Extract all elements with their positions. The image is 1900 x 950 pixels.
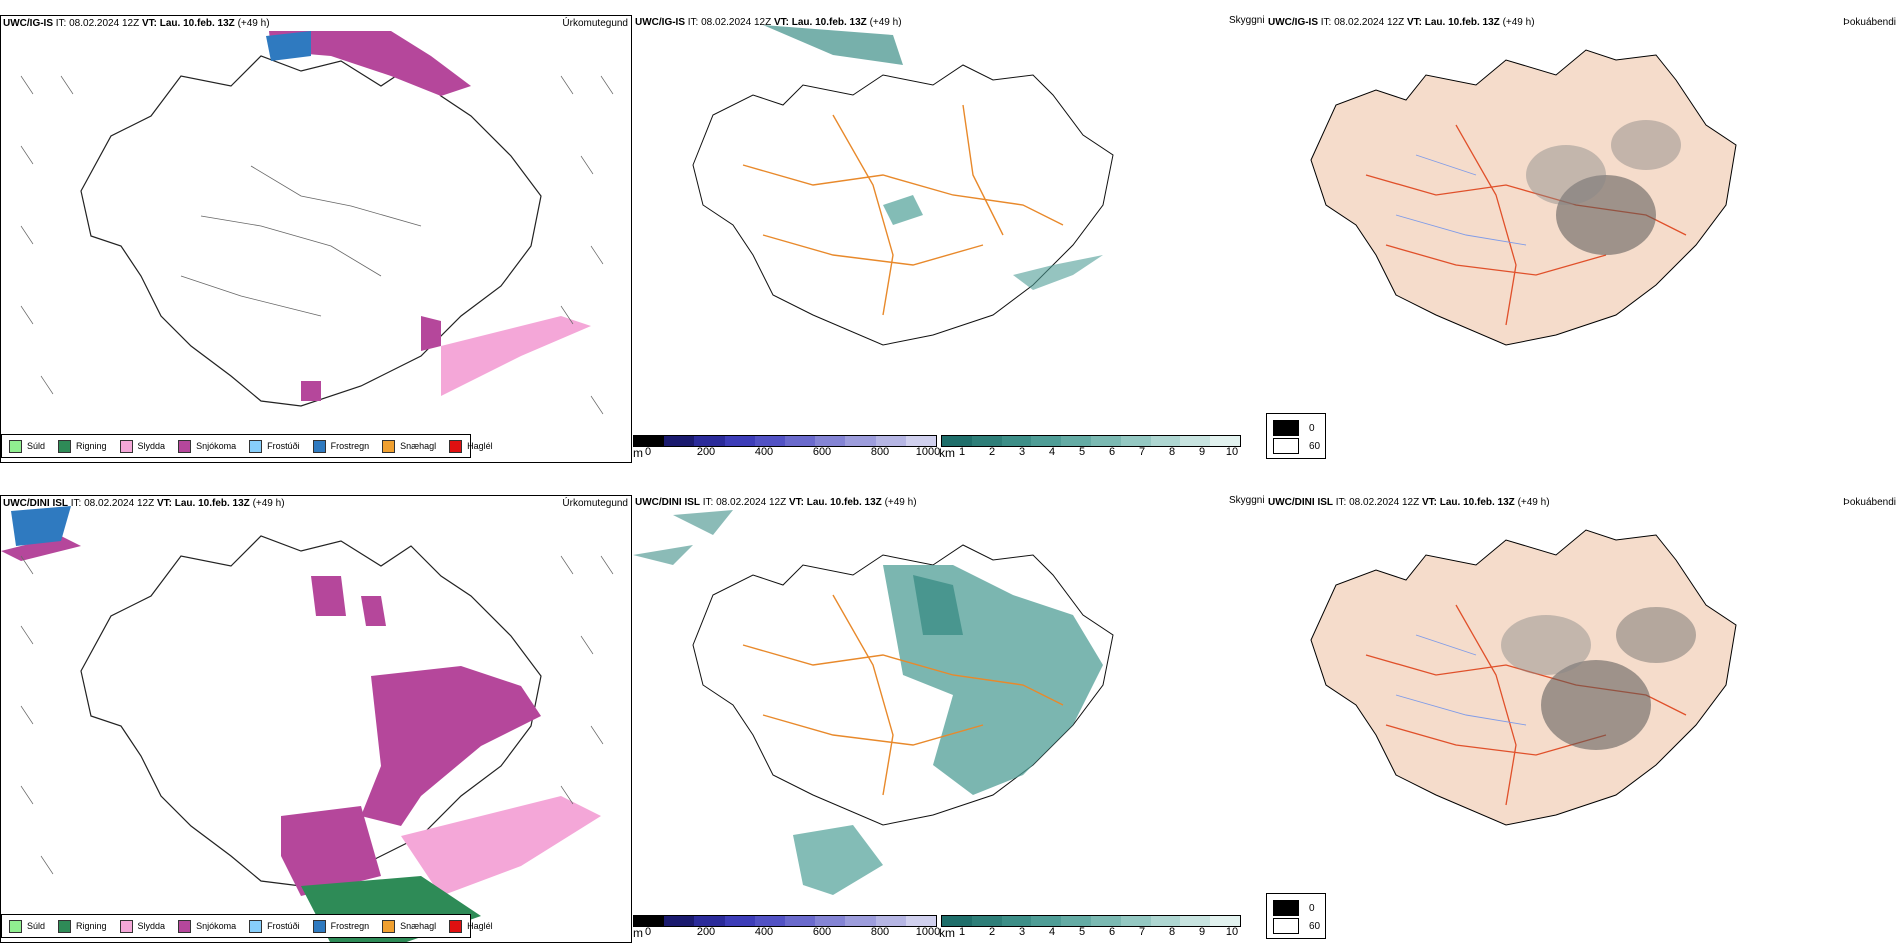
visibility-panel-top: UWC/IG-IS IT: 08.02.2024 12Z VT: Lau. 10… [633,15,1265,463]
legend-item: Snæhagl [382,439,436,453]
legend-item: Rigning [58,439,107,453]
m-unit-top: m [633,446,643,460]
legend-swatch [249,439,263,453]
precip-type-label-top: Úrkomutegund [562,18,628,29]
legend-item: Slydda [119,919,165,933]
visibility-label-bottom: Skyggni [1229,495,1265,506]
fog-legend-row: 60 [1273,438,1320,454]
km-ticks-top: 1 2 3 4 5 6 7 8 9 10 [958,446,1239,458]
title-visibility-bottom: UWC/DINI ISL IT: 08.02.2024 12Z VT: Lau.… [635,497,917,508]
fog-map-top [1310,49,1737,346]
legend-swatch [449,919,463,933]
legend-swatch [58,439,72,453]
legend-item: Frostregn [312,919,369,933]
m-ticks-top: 0 200 400 600 800 1000 [644,446,941,458]
wind-barbs-bottom [20,555,614,875]
legend-swatch [178,919,192,933]
visibility-colorbar-m-top [633,435,937,447]
fog-panel-bottom: UWC/DINI ISL IT: 08.02.2024 12Z VT: Lau.… [1266,495,1900,943]
legend-item: Snjókoma [178,919,236,933]
visibility-map-bottom [633,510,1114,895]
legend-item: Snæhagl [382,919,436,933]
title-precip-top: UWC/IG-IS IT: 08.02.2024 12Z VT: Lau. 10… [3,18,270,29]
fog-label-top: Þokuábendi [1843,17,1896,28]
legend-item: Frostúði [249,919,300,933]
legend-swatch [119,919,133,933]
fog-legend-row: 0 [1273,420,1315,436]
legend-item: Súld [9,439,45,453]
visibility-colorbar-m-bottom [633,915,937,927]
legend-swatch [449,439,463,453]
precip-panel-top: UWC/IG-IS IT: 08.02.2024 12Z VT: Lau. 10… [0,15,632,463]
title-visibility-top: UWC/IG-IS IT: 08.02.2024 12Z VT: Lau. 10… [635,17,902,28]
precip-panel-bottom: UWC/DINI ISL IT: 08.02.2024 12Z VT: Lau.… [0,495,632,943]
legend-item: Frostúði [249,439,300,453]
km-ticks-bottom: 1 2 3 4 5 6 7 8 9 10 [958,926,1239,938]
visibility-panel-bottom: UWC/DINI ISL IT: 08.02.2024 12Z VT: Lau.… [633,495,1265,943]
title-fog-top: UWC/IG-IS IT: 08.02.2024 12Z VT: Lau. 10… [1268,17,1535,28]
fog-panel-top: UWC/IG-IS IT: 08.02.2024 12Z VT: Lau. 10… [1266,15,1900,463]
fog-legend-bottom: 0 60 [1266,893,1326,939]
legend-swatch [382,919,396,933]
title-fog-bottom: UWC/DINI ISL IT: 08.02.2024 12Z VT: Lau.… [1268,497,1550,508]
legend-swatch [382,439,396,453]
fog-legend-row: 0 [1273,900,1315,916]
legend-item: Rigning [58,919,107,933]
precip-legend-bottom: Súld Rigning Slydda Snjókoma Frostúði Fr… [1,914,493,938]
legend-swatch [119,439,133,453]
legend-item: Snjókoma [178,439,236,453]
km-unit-top: km [939,446,955,460]
m-ticks-bottom: 0 200 400 600 800 1000 [644,926,941,938]
legend-swatch [58,919,72,933]
legend-swatch [312,919,326,933]
visibility-colorbar-km-bottom [941,915,1241,927]
fog-legend-top: 0 60 [1266,413,1326,459]
fog-map-bottom [1310,529,1737,826]
legend-swatch [178,439,192,453]
precip-map-top [20,31,614,415]
legend-item: Haglél [449,439,493,453]
km-unit-bottom: km [939,926,955,940]
wind-barbs-top [20,75,614,415]
precip-map-bottom [1,506,614,942]
precip-type-label-bottom: Úrkomutegund [562,498,628,509]
legend-swatch [9,919,22,933]
m-unit-bottom: m [633,926,643,940]
legend-swatch [312,439,326,453]
visibility-colorbar-km-top [941,435,1241,447]
title-precip-bottom: UWC/DINI ISL IT: 08.02.2024 12Z VT: Lau.… [3,498,285,509]
fog-label-bottom: Þokuábendi [1843,497,1896,508]
legend-item: Slydda [119,439,165,453]
visibility-label-top: Skyggni [1229,15,1265,26]
fog-legend-row: 60 [1273,918,1320,934]
legend-swatch [249,919,263,933]
legend-item: Frostregn [312,439,369,453]
visibility-map-top [692,25,1114,346]
legend-swatch [9,439,22,453]
legend-item: Haglél [449,919,493,933]
precip-legend-top: Súld Rigning Slydda Snjókoma Frostúði Fr… [1,434,493,458]
legend-item: Súld [9,919,45,933]
